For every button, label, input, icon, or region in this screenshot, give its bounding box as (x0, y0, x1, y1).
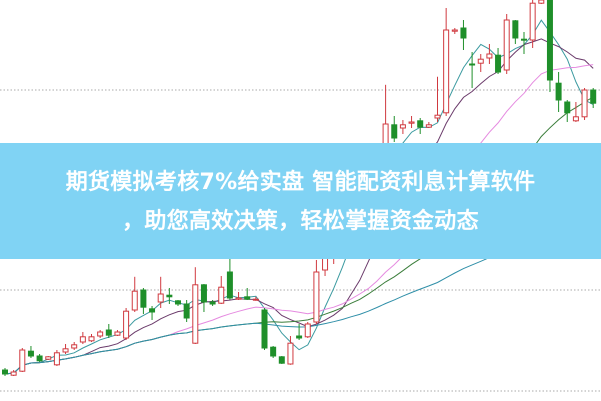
candle-up (581, 89, 588, 118)
candle-down (469, 63, 476, 66)
candle-up (79, 336, 86, 343)
candle-up (88, 336, 95, 342)
candle-down (590, 89, 597, 104)
candle-up (62, 348, 69, 353)
candle-down (495, 54, 502, 73)
candle-down (296, 335, 303, 339)
candle-up (252, 298, 259, 301)
candle-up (19, 349, 26, 372)
title-line-2: ，助您高效决策，轻松掌握资金动态 (122, 209, 479, 234)
candle-down (555, 82, 562, 101)
candle-up (287, 342, 294, 365)
candle-down (149, 308, 156, 313)
title-band: 期货模拟考核7%给实盘 智能配资利息计算软件 ，助您高效决策，轻松掌握资金动态 (0, 143, 601, 259)
candle-up (218, 286, 225, 304)
candle-down (460, 27, 467, 39)
candle-up (45, 356, 52, 360)
candle-up (529, 2, 536, 41)
candle-up (131, 290, 138, 311)
candle-up (71, 344, 78, 349)
candle-down (27, 350, 34, 357)
candle-up (443, 29, 450, 114)
candle-up (399, 124, 406, 129)
candle-down (209, 301, 216, 305)
candle-up (486, 53, 493, 59)
candle-up (157, 293, 164, 303)
candle-up (451, 29, 458, 32)
candle-up (477, 58, 484, 64)
candle-down (278, 356, 285, 364)
candle-up (235, 297, 242, 300)
candle-up (503, 19, 510, 71)
candle-up (538, 0, 545, 4)
candle-down (105, 329, 112, 336)
candle-down (261, 309, 268, 349)
candle-up (192, 284, 199, 344)
candle-up (123, 310, 130, 339)
candle-down (36, 355, 43, 362)
candle-down (2, 369, 8, 375)
candle-down (226, 271, 233, 299)
candle-down (175, 300, 181, 305)
candle-up (408, 121, 415, 124)
candle-up (53, 352, 60, 366)
candle-down (183, 303, 190, 319)
candle-down (140, 289, 147, 308)
candle-up (434, 114, 441, 119)
candle-up (425, 124, 432, 128)
candle-down (512, 20, 519, 39)
ma-line-10 (4, 38, 594, 375)
candle-up (322, 257, 329, 271)
candle-down (244, 296, 251, 300)
candle-down (546, 0, 553, 81)
candle-down (521, 38, 527, 41)
candle-down (200, 284, 207, 303)
candle-up (10, 371, 17, 376)
candle-up (572, 116, 579, 122)
candle-down (270, 346, 277, 357)
candle-up (114, 331, 121, 336)
title-line-1: 期货模拟考核7%给实盘 智能配资利息计算软件 (65, 170, 536, 195)
candle-up (304, 323, 311, 338)
candle-up (97, 331, 104, 337)
candle-up (313, 271, 320, 323)
candle-down (564, 101, 571, 114)
candle-down (417, 120, 424, 128)
candle-down (391, 124, 398, 139)
candle-down (166, 294, 173, 298)
